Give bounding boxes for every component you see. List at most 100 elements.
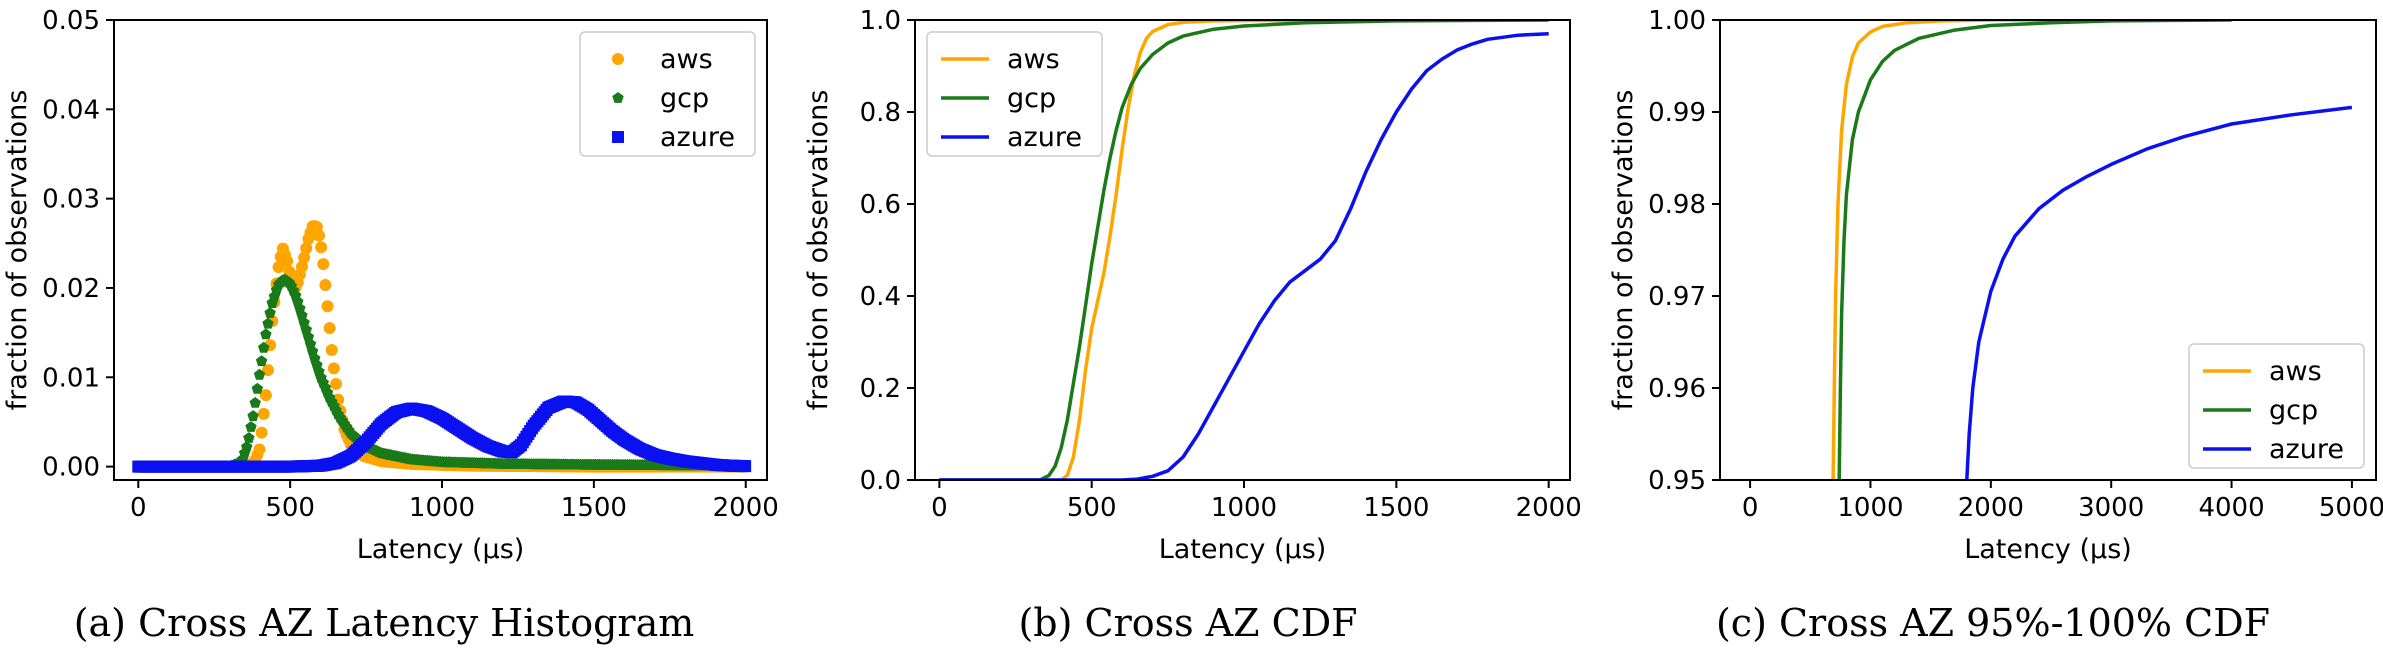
x-tick-label: 1500 [1363, 493, 1429, 523]
legend-label-aws: aws [1007, 44, 1060, 75]
y-tick-label: 1.0 [860, 6, 901, 36]
y-tick-label: 0.05 [42, 6, 100, 36]
y-tick-label: 0.02 [42, 274, 100, 304]
legend-label-aws: aws [660, 44, 713, 75]
x-tick-label: 500 [265, 493, 315, 523]
marker-aws [272, 261, 285, 274]
marker-aws [327, 362, 340, 375]
legend-label-aws: aws [2269, 356, 2322, 387]
marker-gcp [258, 341, 270, 353]
x-tick-label: 1500 [561, 493, 627, 523]
x-tick-label: 5000 [2319, 493, 2383, 523]
marker-aws [330, 377, 343, 390]
marker-aws [323, 322, 336, 335]
y-tick-label: 0.99 [1648, 98, 1706, 128]
marker-aws [296, 260, 309, 273]
marker-gcp [241, 441, 253, 452]
marker-aws [283, 265, 296, 278]
y-axis-label-b: fraction of observations [803, 90, 834, 411]
line-gcp [939, 20, 1549, 480]
x-tick-label: 1000 [1837, 493, 1903, 523]
x-axis-label-b: Latency (μs) [1159, 534, 1327, 565]
caption-b: (b) Cross AZ CDF [1018, 601, 1357, 645]
legend-label-azure: azure [1007, 122, 1082, 153]
legend-label-azure: azure [2269, 434, 2344, 465]
x-tick-label: 1000 [1211, 493, 1277, 523]
legend-label-gcp: gcp [660, 83, 709, 114]
legend-a: aws gcp azure [579, 31, 756, 157]
marker-aws [255, 426, 268, 439]
legend-label-azure: azure [660, 122, 735, 153]
marker-gcp [255, 355, 268, 367]
line-azure [1965, 105, 2353, 480]
marker-aws [315, 241, 328, 254]
y-tick-label: 1.00 [1648, 6, 1706, 36]
axes-frame-a [113, 19, 768, 481]
marker-azure [739, 460, 752, 473]
y-tick-label: 0.98 [1648, 190, 1706, 220]
x-tick-label: 3000 [2078, 493, 2144, 523]
y-tick-label: 0.6 [860, 190, 901, 220]
marker-aws [298, 251, 311, 264]
y-tick-label: 0.4 [860, 282, 901, 312]
y-tick-label: 0.96 [1648, 374, 1706, 404]
line-aws [1831, 20, 2112, 480]
legend-label-gcp: gcp [2269, 395, 2318, 426]
marker-gcp [253, 368, 266, 380]
y-tick-label: 0.95 [1648, 466, 1706, 496]
x-tick-label: 2000 [713, 493, 779, 523]
x-tick-label: 500 [1067, 493, 1117, 523]
y-tick-label: 0.03 [42, 185, 100, 215]
x-tick-label: 0 [1742, 493, 1759, 523]
x-tick-label: 0 [130, 493, 147, 523]
series-azure-b [939, 32, 1549, 480]
plot-area-a [132, 220, 752, 473]
series-azure-a [132, 395, 752, 473]
x-tick-label: 2000 [1516, 493, 1582, 523]
y-axis-label-a: fraction of observations [2, 90, 33, 411]
y-axis-label-c: fraction of observations [1608, 90, 1639, 411]
line-azure [939, 32, 1549, 480]
x-axis-label-a: Latency (μs) [357, 534, 525, 565]
panel-a: (a) Cross AZ Latency Histogram 0 500 1000 1… [2, 6, 779, 645]
y-tick-label: 0.04 [42, 95, 100, 125]
legend-marker-aws [612, 53, 624, 65]
marker-aws [317, 258, 330, 271]
plot-area-c [1831, 20, 2353, 480]
y-tick-label: 0.01 [42, 363, 100, 393]
series-azure-c [1965, 105, 2353, 480]
legend-b: aws gcp azure [926, 31, 1103, 157]
y-tick-label: 0.2 [860, 374, 901, 404]
series-aws-b [939, 20, 1549, 480]
marker-aws [300, 242, 313, 255]
marker-aws [321, 300, 334, 313]
line-gcp [1837, 20, 2232, 480]
marker-gcp [245, 421, 257, 432]
series-aws-c [1831, 20, 2112, 480]
panel-b: (b) Cross AZ CDF 0 500 1000 1500 2000 0.0 0.2 0… [803, 6, 1582, 645]
marker-gcp [262, 317, 274, 329]
marker-gcp [247, 410, 259, 421]
caption-a: (a) Cross AZ Latency Histogram [74, 601, 695, 645]
x-tick-label: 4000 [2198, 493, 2264, 523]
legend-c: aws gcp azure [2188, 343, 2365, 469]
legend-box [926, 31, 1103, 157]
x-axis-label-c: Latency (μs) [1964, 534, 2132, 565]
marker-aws [319, 278, 332, 291]
x-tick-label: 0 [931, 493, 948, 523]
legend-marker-gcp [612, 92, 624, 103]
panel-c: (c) Cross AZ 95%-100% CDF 0 1000 2000 3000 4… [1608, 6, 2383, 645]
legend-marker-azure [612, 131, 624, 143]
marker-aws [281, 255, 294, 268]
marker-gcp [264, 307, 276, 318]
series-gcp-c [1837, 20, 2232, 480]
marker-aws [257, 407, 270, 420]
axes-frame-c [1719, 19, 2377, 481]
series-gcp-b [939, 20, 1549, 480]
legend-label-gcp: gcp [1007, 83, 1056, 114]
axes-frame-b [914, 19, 1571, 481]
y-tick-label: 0.97 [1648, 282, 1706, 312]
marker-aws [259, 389, 272, 402]
marker-gcp [260, 328, 272, 340]
